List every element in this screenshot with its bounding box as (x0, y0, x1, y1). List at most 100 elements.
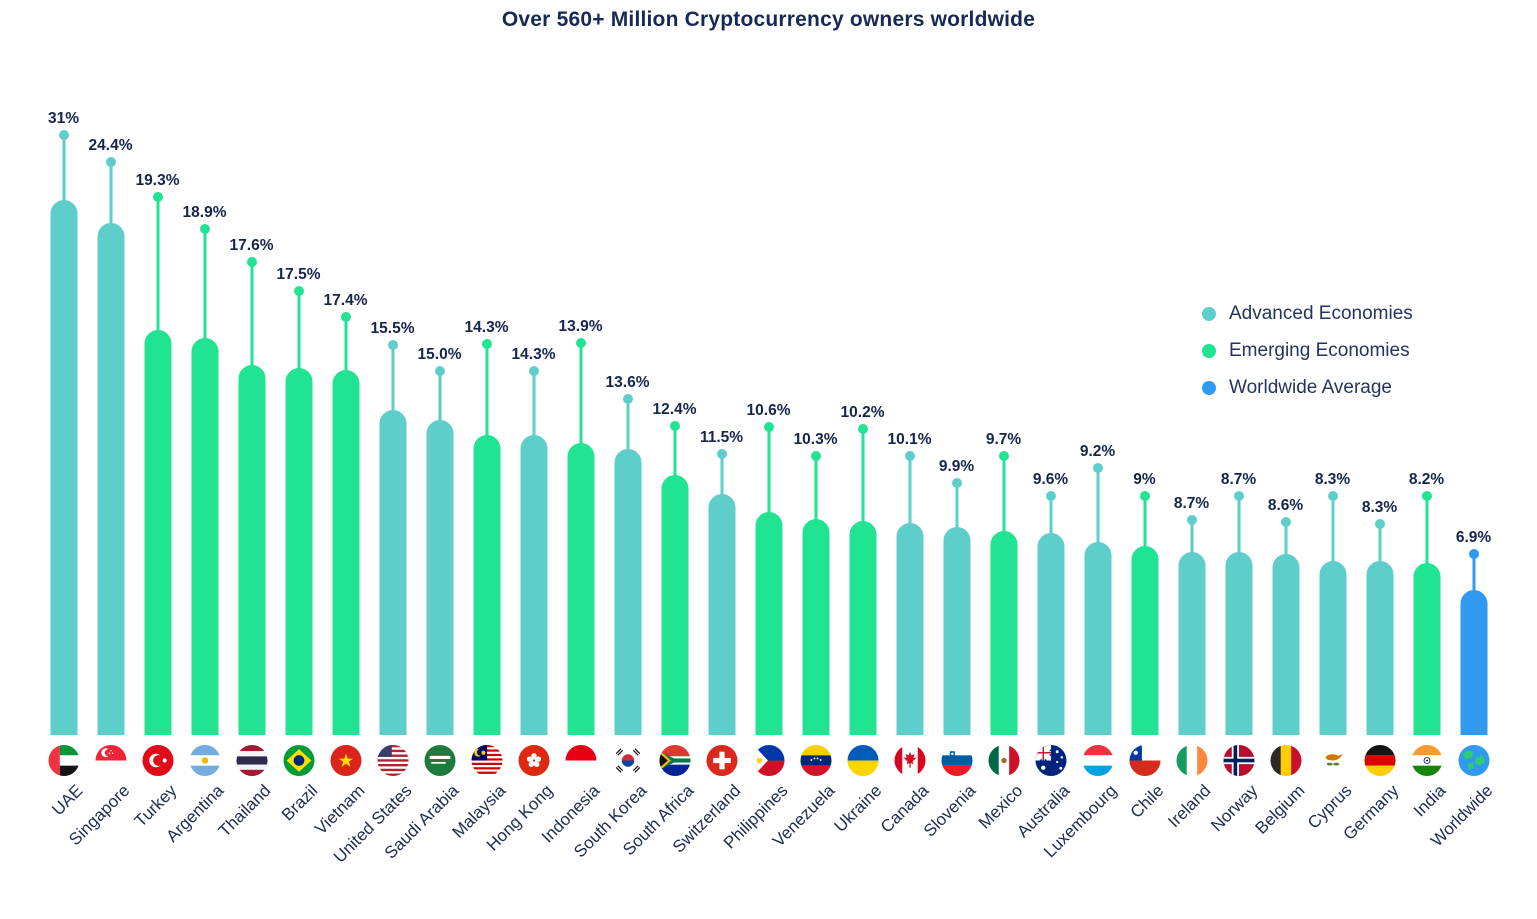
bar-dot (1468, 549, 1479, 560)
flag-au-icon (1035, 745, 1066, 776)
bar-stem (673, 425, 676, 477)
bar-value-label: 9.6% (1032, 471, 1069, 489)
bar-dot (1233, 491, 1244, 502)
bar-stem (1237, 496, 1240, 555)
bar (990, 531, 1017, 735)
bar-value-label: 8.2% (1408, 470, 1445, 488)
bar-value-label: 8.3% (1361, 498, 1398, 516)
legend: Advanced Economies Emerging Economies Worl… (1202, 303, 1413, 399)
flag-in-icon (1411, 745, 1442, 776)
bar (849, 520, 876, 735)
bar (943, 527, 970, 735)
bar-dot (810, 450, 821, 461)
bar-stem (814, 455, 817, 521)
flag-sa-icon (424, 745, 455, 776)
bar-stem (1143, 496, 1146, 548)
chart-title: Over 560+ Million Cryptocurrency owners … (501, 8, 1036, 31)
bar-value-label: 14.3% (511, 345, 556, 363)
bar-dot (857, 423, 868, 434)
legend-item-emerging: Emerging Economies (1202, 340, 1413, 362)
bar (520, 434, 547, 735)
flag-ww-icon (1458, 745, 1489, 776)
bar-value-label: 9.7% (985, 431, 1022, 449)
bar-stem (297, 290, 300, 370)
bar-column: 13.6% South Korea (570, 0, 651, 861)
bar-dot (1139, 491, 1150, 501)
flag-us-icon (377, 745, 408, 776)
bar-stem (250, 262, 253, 368)
bar-stem (955, 483, 958, 530)
flag-tr-icon (142, 745, 173, 776)
bar (567, 443, 594, 735)
bar-value-label: 9% (1133, 471, 1156, 488)
flag-cy-icon (1317, 745, 1348, 776)
bar (708, 493, 735, 735)
bar-stem (908, 455, 911, 525)
bar-stem (156, 196, 159, 332)
bar-value-label: 8.7% (1173, 495, 1210, 513)
bar-column: 17.5% Brazil (275, 0, 322, 825)
bar-column: 6.9% Worldwide (1427, 0, 1497, 850)
bar-column: 8.3% Cyprus (1303, 0, 1356, 833)
legend-item-worldwide: Worldwide Average (1202, 377, 1413, 399)
bar-column: 8.7% Norway (1207, 0, 1262, 835)
bar-value-label: 13.6% (605, 374, 650, 392)
bar-dot (669, 420, 680, 431)
bar-column: 8.3% Germany (1339, 0, 1403, 844)
flag-ca-icon (894, 745, 925, 776)
bar-dot (105, 156, 116, 167)
bar-stem (767, 427, 770, 515)
bar-value-label: 14.3% (464, 318, 509, 336)
bar-stem (1331, 495, 1334, 563)
bar (661, 474, 688, 735)
bar-stem (861, 428, 864, 523)
bar-column: 8.6% Belgium (1251, 0, 1309, 837)
bar-stem (485, 343, 488, 437)
bar-value-label: 15.5% (370, 319, 415, 337)
legend-dot-emerging-icon (1202, 344, 1216, 358)
bar-value-label: 24.4% (88, 136, 133, 154)
bar-stem (1049, 496, 1052, 536)
bar-stem (391, 344, 394, 412)
bar-value-label: 8.3% (1314, 470, 1351, 488)
flag-be-icon (1270, 745, 1301, 776)
bar-dot (340, 311, 351, 322)
bar-stem (438, 371, 441, 422)
flag-lu-icon (1082, 745, 1113, 776)
bar-dot (199, 224, 210, 235)
bar (332, 369, 359, 735)
bar-column: 12.4% South Africa (619, 0, 698, 860)
flag-mx-icon (988, 745, 1019, 776)
flag-cl-icon (1129, 745, 1160, 776)
bar-value-label: 10.2% (840, 403, 885, 421)
bar (1225, 552, 1252, 735)
flag-ve-icon (800, 745, 831, 776)
bar (1272, 554, 1299, 735)
bar-value-label: 31% (47, 110, 80, 127)
bar-dot (1186, 515, 1197, 526)
bar-column: 17.4% Vietnam (311, 0, 369, 839)
bar-value-label: 17.4% (323, 291, 368, 309)
bar-column: 18.9% Argentina (162, 0, 228, 846)
bar-dot (58, 130, 69, 140)
bar (1178, 552, 1205, 735)
bar (50, 200, 77, 735)
flag-id-icon (565, 745, 596, 776)
bar (97, 222, 124, 735)
flag-ie-icon (1176, 745, 1207, 776)
bar-column: 15.0% Saudi Arabia (380, 0, 463, 863)
bar-dot (434, 366, 445, 376)
bar (1413, 562, 1440, 735)
plot-area: 31% UAE 24.4% Singapore 19.3% Turkey 18.9% Arge… (40, 0, 1497, 867)
bar-dot (622, 394, 633, 405)
bar-value-label: 17.5% (276, 265, 321, 283)
bar (285, 367, 312, 735)
flag-sg-icon (95, 745, 126, 776)
bar-column: 9.7% Mexico (974, 0, 1027, 832)
bar-stem (1425, 495, 1428, 565)
bar-column: 19.3% Turkey (130, 0, 181, 831)
legend-label: Emerging Economies (1229, 340, 1410, 361)
flag-br-icon (283, 745, 314, 776)
bar-value-label: 15.0% (417, 346, 462, 363)
bar-stem (1096, 467, 1099, 544)
